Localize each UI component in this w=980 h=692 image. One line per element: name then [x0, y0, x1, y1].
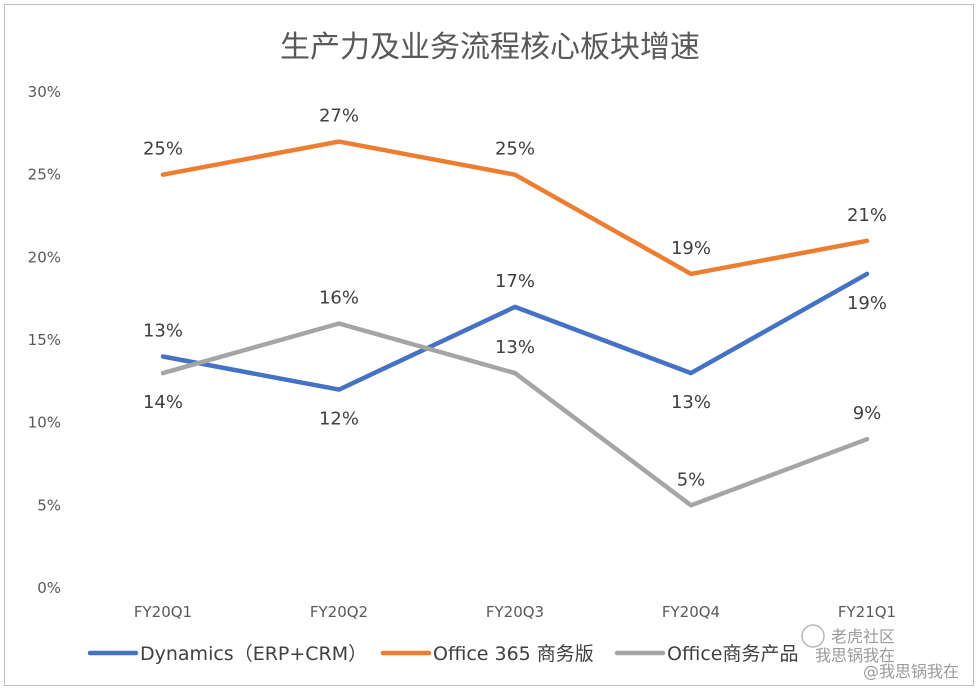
x-axis: FY20Q1 FY20Q2 FY20Q3 FY20Q4 FY21Q1: [134, 603, 896, 621]
chart-canvas: 生产力及业务流程核心板块增速 0% 5% 10% 15% 20% 25% 30% FY20Q…: [28, 30, 959, 681]
data-label: 25%: [143, 139, 183, 160]
data-label: 13%: [671, 392, 711, 413]
data-label: 9%: [853, 403, 882, 424]
x-tick-label: FY20Q2: [310, 603, 368, 621]
legend-label: Dynamics（ERP+CRM）: [140, 643, 367, 665]
x-tick-label: FY20Q1: [134, 603, 192, 621]
watermark: 老虎社区 我思锅我在 @我思锅我在: [801, 624, 959, 681]
series-lines: [160, 139, 870, 508]
chart-frame: 生产力及业务流程核心板块增速 0% 5% 10% 15% 20% 25% 30% FY20Q…: [4, 4, 974, 686]
legend: Dynamics（ERP+CRM） Office 365 商务版 Office商务产…: [87, 643, 798, 665]
y-tick-label: 10%: [28, 414, 61, 432]
watermark-line-2: 我思锅我在: [815, 646, 895, 665]
data-label: 17%: [495, 271, 535, 292]
data-label: 12%: [319, 409, 359, 430]
chart-title: 生产力及业务流程核心板块增速: [280, 30, 700, 65]
data-label: 16%: [319, 287, 359, 308]
data-label: 5%: [677, 469, 706, 490]
legend-label: Office 365 商务版: [433, 643, 594, 665]
y-tick-label: 5%: [37, 496, 61, 514]
watermark-logo-icon: [801, 624, 825, 648]
watermark-line-3: @我思锅我在: [863, 662, 959, 681]
data-label: 19%: [847, 293, 887, 314]
data-label: 14%: [143, 392, 183, 413]
series-line-2: [160, 139, 870, 277]
y-tick-label: 30%: [28, 83, 61, 101]
y-tick-label: 25%: [28, 166, 61, 184]
data-label: 19%: [671, 238, 711, 259]
data-label: 13%: [143, 321, 183, 342]
y-tick-label: 20%: [28, 248, 61, 266]
data-label: 25%: [495, 139, 535, 160]
legend-label: Office商务产品: [667, 643, 798, 665]
data-label: 21%: [847, 205, 887, 226]
y-tick-label: 0%: [37, 579, 61, 597]
watermark-line-1: 老虎社区: [831, 627, 895, 646]
data-label: 27%: [319, 106, 359, 127]
x-tick-label: FY20Q3: [486, 603, 544, 621]
x-tick-label: FY20Q4: [662, 603, 720, 621]
y-axis: 0% 5% 10% 15% 20% 25% 30%: [28, 83, 61, 597]
x-tick-label: FY21Q1: [838, 603, 896, 621]
y-tick-label: 15%: [28, 331, 61, 349]
data-label: 13%: [495, 337, 535, 358]
data-labels: 13% 12% 17% 13% 19% 25% 27% 25% 19% 21% 14% 16% 13% 5…: [143, 106, 887, 491]
